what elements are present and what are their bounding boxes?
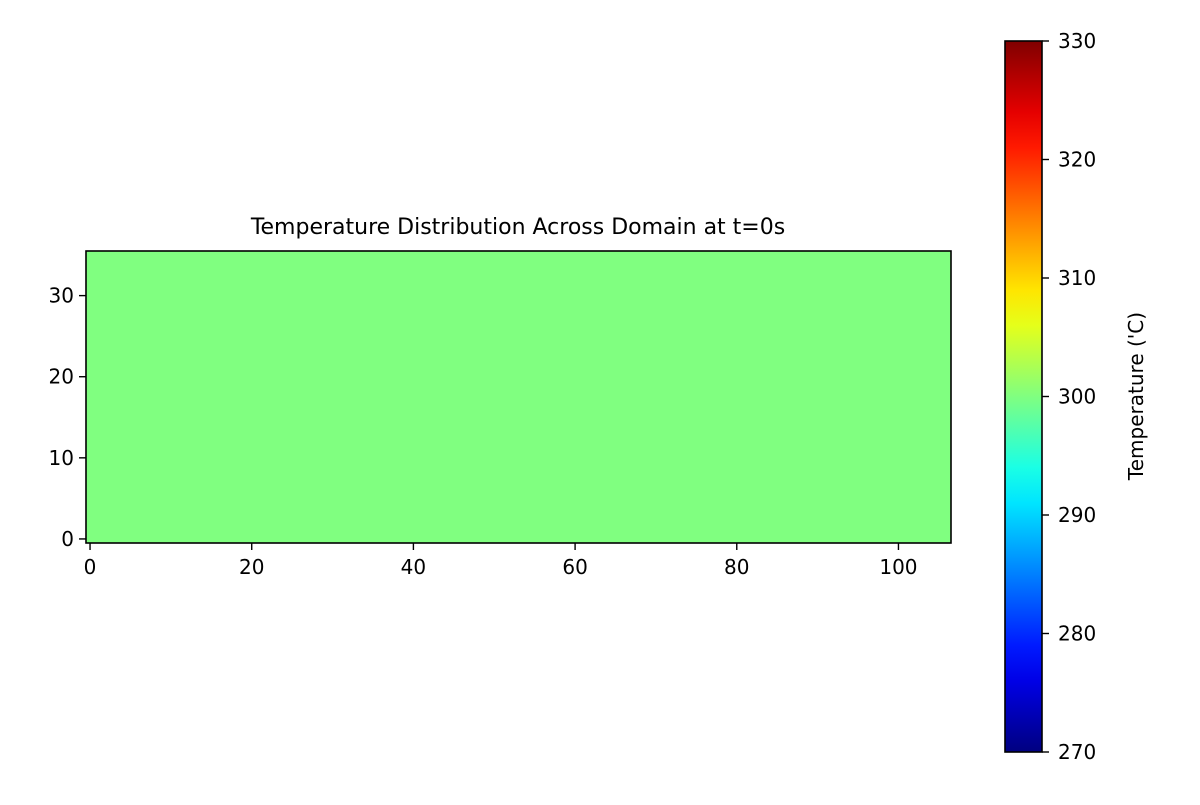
- y-tick-label: 10: [49, 446, 74, 470]
- y-tick-label: 20: [49, 365, 74, 389]
- x-axis: 0 20 40 60 80 100: [84, 543, 918, 579]
- x-tick-label: 100: [879, 555, 917, 579]
- colorbar-gradient: [1005, 41, 1042, 752]
- colorbar-tick-label: 330: [1058, 29, 1096, 53]
- colorbar-label: Temperature ('C): [1124, 312, 1148, 481]
- heatmap-field: [86, 251, 951, 543]
- y-axis: 0 10 20 30: [49, 284, 86, 551]
- colorbar-tick-label: 320: [1058, 148, 1096, 172]
- x-tick-label: 80: [724, 555, 749, 579]
- colorbar: 270 280 290 300 310 320 330: [1004, 29, 1096, 764]
- colorbar-tick-label: 300: [1058, 385, 1096, 409]
- colorbar-tick-label: 270: [1058, 740, 1096, 764]
- y-tick-label: 0: [61, 527, 74, 551]
- colorbar-tick-label: 280: [1058, 622, 1096, 646]
- y-tick-label: 30: [49, 284, 74, 308]
- x-tick-label: 0: [84, 555, 97, 579]
- colorbar-tick-label: 290: [1058, 503, 1096, 527]
- chart-title: Temperature Distribution Across Domain a…: [250, 215, 785, 240]
- plot-area: [85, 250, 952, 544]
- x-tick-label: 40: [401, 555, 426, 579]
- x-tick-label: 20: [239, 555, 264, 579]
- x-tick-label: 60: [562, 555, 587, 579]
- plot-frame: [85, 250, 952, 544]
- colorbar-tick-label: 310: [1058, 266, 1096, 290]
